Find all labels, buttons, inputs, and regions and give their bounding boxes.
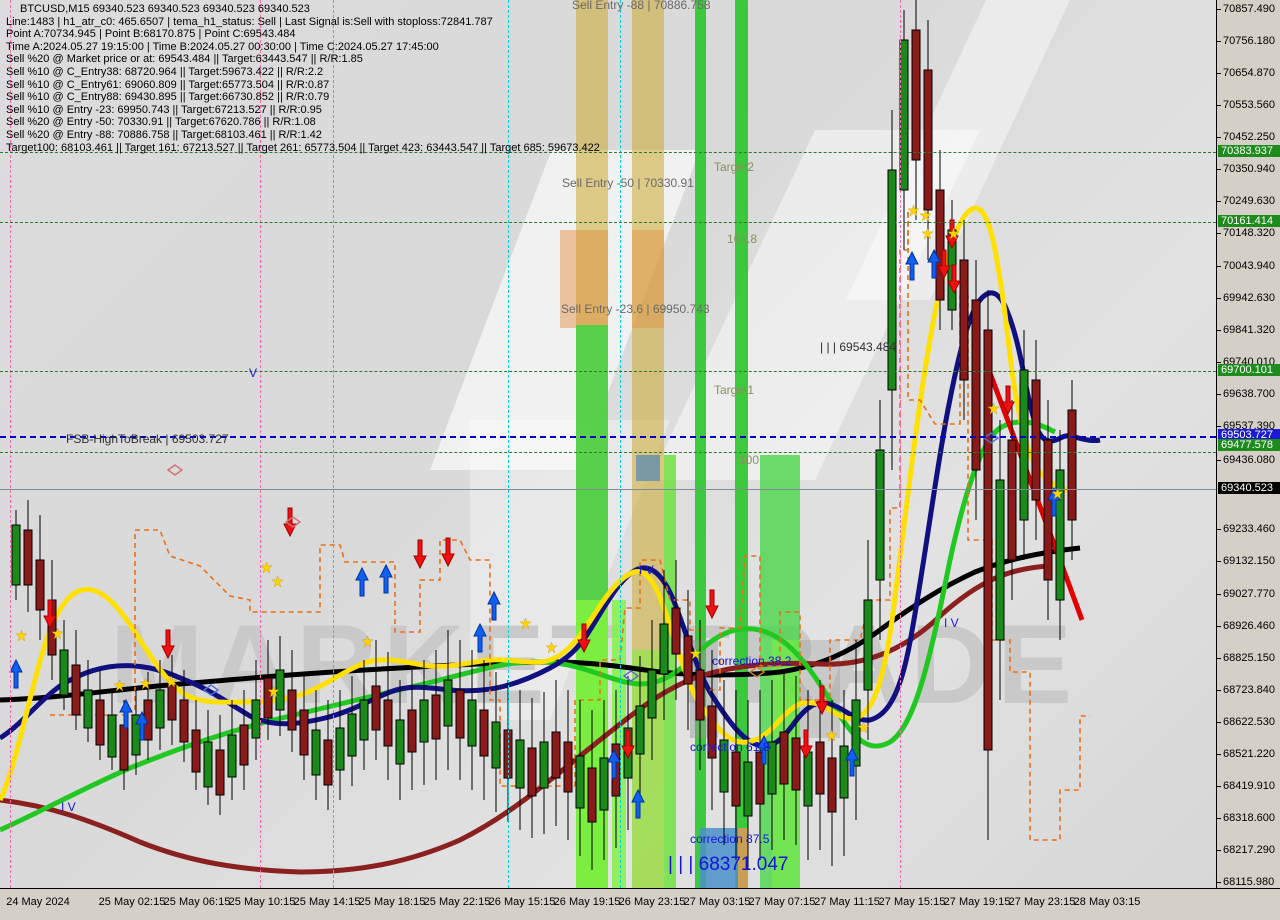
price-tag-green: 69477.578 xyxy=(1218,439,1280,451)
price-tick: 68419.910 xyxy=(1217,780,1275,792)
price-tick: 70350.940 xyxy=(1217,163,1275,175)
ma-yellow-line xyxy=(0,205,1076,802)
ma-maroon-line xyxy=(0,563,1051,875)
price-tick: 70148.320 xyxy=(1217,227,1275,239)
sell-signal-arrows xyxy=(43,219,1015,760)
price-tick: 69638.700 xyxy=(1217,388,1275,400)
price-tick: 68723.840 xyxy=(1217,684,1275,696)
diamond-markers xyxy=(166,464,302,528)
diamond-markers-blue xyxy=(202,432,1000,696)
time-scale[interactable]: 24 May 2024 25 May 02:15 25 May 06:15 25 Ma… xyxy=(0,888,1280,920)
price-tag-blue: 69503.727 xyxy=(1218,429,1280,441)
price-tick: 69132.150 xyxy=(1217,555,1275,567)
ma-navy-line xyxy=(0,290,1101,749)
price-tick: 68825.150 xyxy=(1217,652,1275,664)
chart-plot-area[interactable]: MARKET TRADE xyxy=(0,0,1216,888)
time-tick: 25 May 14:15 xyxy=(293,896,361,908)
price-tick: 69942.630 xyxy=(1217,292,1275,304)
price-tag-green: 70383.937 xyxy=(1218,145,1280,157)
price-tick: 69841.320 xyxy=(1217,324,1275,336)
price-tag-green: 70161.414 xyxy=(1218,215,1280,227)
time-tick: 26 May 19:15 xyxy=(553,896,621,908)
diamond-markers-orange xyxy=(748,666,766,678)
time-tick: 26 May 15:15 xyxy=(488,896,556,908)
time-tick: 27 May 19:15 xyxy=(943,896,1011,908)
time-tick: 27 May 07:15 xyxy=(748,896,816,908)
chart-drawing-layer xyxy=(0,0,1101,875)
price-tick: 70553.560 xyxy=(1217,99,1275,111)
price-tag-black: 69340.523 xyxy=(1218,482,1280,494)
price-scale[interactable]: 70857.490 70756.180 70654.870 70553.560 7045… xyxy=(1216,0,1280,888)
time-tick: 25 May 06:15 xyxy=(163,896,231,908)
buy-signal-arrows xyxy=(9,248,1061,819)
price-tick: 70756.180 xyxy=(1217,35,1275,47)
price-tick: 68115.980 xyxy=(1217,876,1274,888)
price-tick: 69027.770 xyxy=(1217,588,1275,600)
price-tick: 68622.530 xyxy=(1217,716,1275,728)
price-tick: 70654.870 xyxy=(1217,67,1275,79)
time-tick: 27 May 23:15 xyxy=(1008,896,1076,908)
time-tick: 25 May 10:15 xyxy=(228,896,296,908)
time-tick: 26 May 23:15 xyxy=(618,896,686,908)
time-tick: 27 May 03:15 xyxy=(683,896,751,908)
price-tick: 68217.290 xyxy=(1217,844,1275,856)
star-markers xyxy=(15,204,1064,742)
time-tick: 24 May 2024 xyxy=(6,896,70,908)
time-tick: 27 May 15:15 xyxy=(878,896,946,908)
price-tick: 70043.940 xyxy=(1217,260,1275,272)
price-tick: 68521.220 xyxy=(1217,748,1275,760)
price-tick: 68926.460 xyxy=(1217,620,1275,632)
price-tick: 70249.630 xyxy=(1217,195,1275,207)
ma-black-line xyxy=(0,545,1081,703)
time-tick: 25 May 02:15 xyxy=(98,896,166,908)
price-tick: 70857.490 xyxy=(1217,3,1275,15)
price-tick: 70452.250 xyxy=(1217,131,1275,143)
time-tick: 25 May 22:15 xyxy=(423,896,491,908)
price-tick: 69436.080 xyxy=(1217,454,1275,466)
price-tag-green: 69700.101 xyxy=(1218,364,1280,376)
price-tick: 68318.600 xyxy=(1217,812,1275,824)
time-tick: 27 May 11:15 xyxy=(814,896,880,908)
time-tick: 25 May 18:15 xyxy=(358,896,426,908)
price-tick: 69233.460 xyxy=(1217,523,1275,535)
time-tick: 28 May 03:15 xyxy=(1073,896,1141,908)
